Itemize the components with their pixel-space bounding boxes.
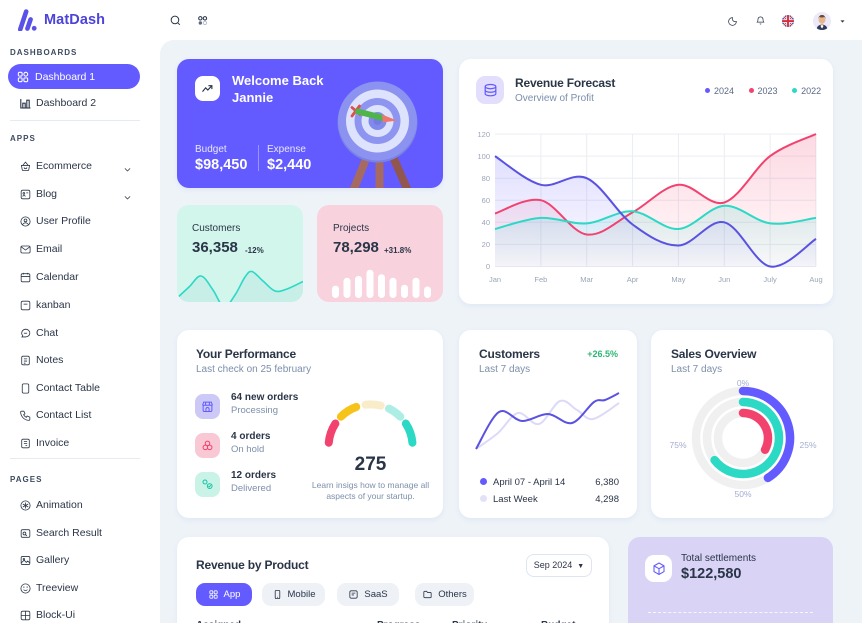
svg-text:120: 120 — [477, 130, 490, 139]
svg-text:Aug: Aug — [809, 275, 822, 284]
svg-text:75%: 75% — [669, 440, 686, 450]
svg-text:80: 80 — [482, 174, 490, 183]
svg-text:Apr: Apr — [627, 275, 639, 284]
svg-text:50%: 50% — [734, 489, 751, 499]
svg-text:Jan: Jan — [489, 275, 501, 284]
svg-text:100: 100 — [477, 152, 490, 161]
svg-text:60: 60 — [482, 196, 490, 205]
svg-text:May: May — [671, 275, 685, 284]
svg-text:Mar: Mar — [580, 275, 593, 284]
svg-text:0: 0 — [486, 262, 490, 271]
svg-text:40: 40 — [482, 218, 490, 227]
svg-text:Feb: Feb — [534, 275, 547, 284]
svg-text:20: 20 — [482, 240, 490, 249]
svg-text:25%: 25% — [799, 440, 816, 450]
svg-text:July: July — [763, 275, 777, 284]
svg-text:Jun: Jun — [718, 275, 730, 284]
svg-text:0%: 0% — [737, 378, 750, 388]
